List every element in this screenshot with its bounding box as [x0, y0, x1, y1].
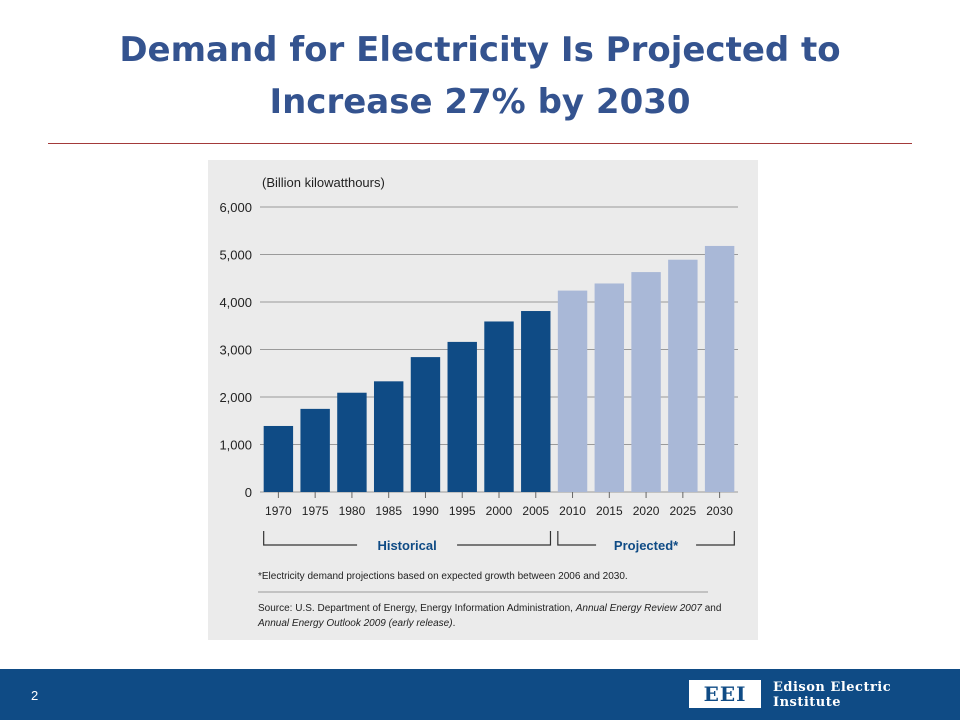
bar-1985: [373, 381, 404, 492]
eei-logo-text: Edison Electric Institute: [773, 680, 891, 710]
group-label: Projected*: [614, 538, 679, 553]
x-tick-label: 2000: [486, 504, 513, 518]
group-bracket-left: [557, 531, 597, 546]
logo-line1: Edison Electric: [773, 680, 892, 695]
y-tick-label: 3,000: [219, 343, 252, 358]
bar-2000: [484, 321, 514, 492]
bar-1990: [410, 357, 441, 492]
x-tick-label: 1985: [375, 504, 402, 518]
y-tick-label: 0: [245, 485, 252, 500]
bar-chart: 0 1,000 2,000 3,000 4,000 5,000 6,000 1970 1975…: [219, 175, 738, 629]
page-number: 2: [31, 688, 39, 703]
bar-1995: [447, 341, 477, 492]
chart-source-line2: Annual Energy Outlook 2009 (early releas…: [257, 618, 455, 629]
x-tick-label: 2010: [559, 504, 586, 518]
group-bracket-right: [457, 531, 552, 546]
group-bracket-right: [696, 531, 735, 546]
y-tick-label: 6,000: [219, 200, 252, 215]
y-tick-label: 1,000: [219, 438, 252, 453]
x-tick-label: 2005: [522, 504, 549, 518]
x-tick-label: 1980: [339, 504, 366, 518]
y-axis-ticks: 0 1,000 2,000 3,000 4,000 5,000 6,000: [219, 200, 252, 500]
bar-2030: [704, 245, 735, 492]
footer-bar: 2 EEI Edison Electric Institute: [0, 669, 960, 720]
slide-title: Demand for Electricity Is Projected to I…: [40, 24, 920, 128]
bar-2025: [668, 259, 698, 492]
eei-logo-mark: EEI: [689, 680, 761, 708]
group-brackets: Historical Projected*: [263, 531, 735, 553]
group-bracket-left: [263, 531, 358, 546]
x-tick-label: 2015: [596, 504, 623, 518]
slide-title-line2: Increase 27% by 2030: [269, 82, 691, 122]
bar-2015: [594, 283, 625, 492]
slide-title-line1: Demand for Electricity Is Projected to: [119, 30, 841, 70]
y-tick-label: 2,000: [219, 390, 252, 405]
bar-1970: [263, 425, 294, 492]
bar-2010: [557, 290, 588, 492]
x-tick-label: 1970: [265, 504, 292, 518]
chart-source-line1: Source: U.S. Department of Energy, Energ…: [258, 603, 721, 614]
bar-1975: [300, 408, 330, 492]
bar-2005: [521, 311, 551, 492]
x-tick-label: 2030: [706, 504, 733, 518]
y-tick-label: 5,000: [219, 248, 252, 263]
x-tick-label: 1975: [302, 504, 329, 518]
x-axis-ticks: 1970 1975 1980 1985 1990 1995 2000 2005 2010 2015…: [265, 492, 733, 518]
y-tick-label: 4,000: [219, 295, 252, 310]
logo-line2: Institute: [773, 695, 842, 710]
group-label: Historical: [377, 538, 436, 553]
x-tick-label: 2020: [633, 504, 660, 518]
bar-2020: [631, 272, 661, 492]
x-tick-label: 1990: [412, 504, 439, 518]
eei-logo: EEI Edison Electric Institute: [689, 678, 939, 712]
title-divider: [48, 143, 912, 144]
bars: [263, 245, 735, 492]
chart-footnote: *Electricity demand projections based on…: [258, 571, 628, 582]
y-unit-label: (Billion kilowatthours): [262, 175, 385, 190]
x-tick-label: 2025: [669, 504, 696, 518]
bar-1980: [337, 392, 367, 492]
chart-panel: 0 1,000 2,000 3,000 4,000 5,000 6,000 1970 1975…: [208, 160, 758, 640]
x-tick-label: 1995: [449, 504, 476, 518]
